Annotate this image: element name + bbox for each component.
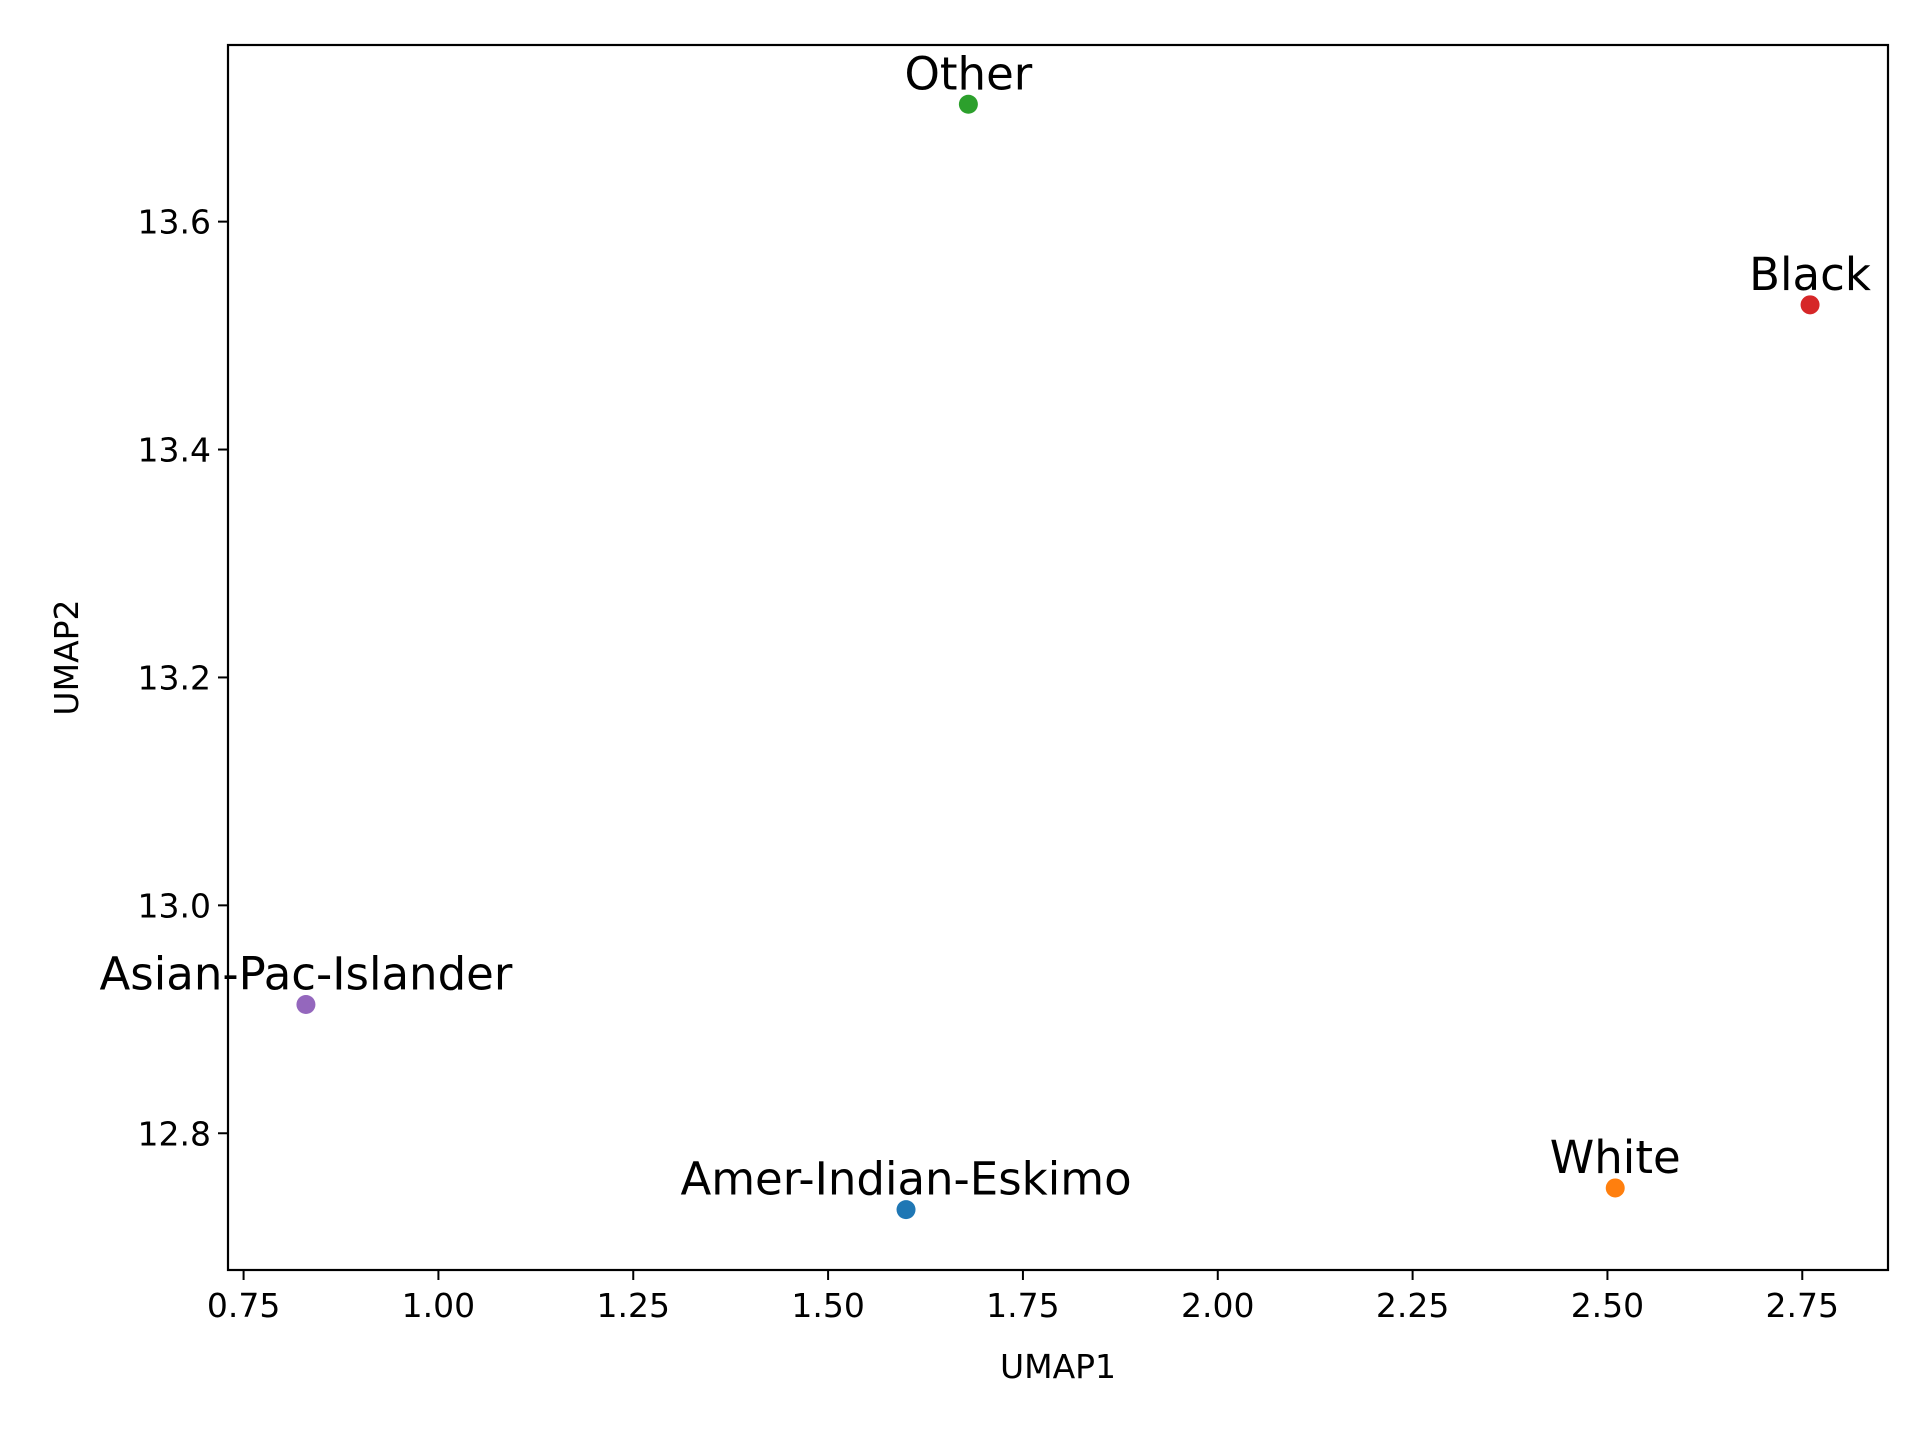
y-axis-title: UMAP2 bbox=[47, 599, 86, 715]
x-tick-label: 2.00 bbox=[1181, 1286, 1254, 1325]
point-label: White bbox=[1550, 1131, 1681, 1184]
data-point bbox=[1800, 295, 1820, 315]
x-tick-label: 0.75 bbox=[207, 1286, 280, 1325]
x-tick-label: 1.50 bbox=[791, 1286, 864, 1325]
x-axis-ticks: 0.75 1.00 1.25 1.50 1.75 2.00 2.25 2.50 2.75 bbox=[207, 1270, 1839, 1325]
y-axis-ticks: 12.8 13.0 13.2 13.4 13.6 bbox=[138, 203, 228, 1153]
x-tick-label: 2.50 bbox=[1571, 1286, 1644, 1325]
point-label: Other bbox=[904, 47, 1032, 100]
x-axis-title: UMAP1 bbox=[1000, 1347, 1116, 1386]
data-points bbox=[296, 94, 1820, 1220]
x-tick-label: 1.00 bbox=[402, 1286, 475, 1325]
y-tick-label: 13.6 bbox=[138, 203, 211, 242]
data-point bbox=[896, 1200, 916, 1220]
x-tick-label: 1.75 bbox=[986, 1286, 1059, 1325]
point-label: Amer-Indian-Eskimo bbox=[680, 1153, 1131, 1206]
x-tick-label: 1.25 bbox=[597, 1286, 670, 1325]
plot-frame bbox=[226, 43, 1890, 1272]
y-tick-label: 13.2 bbox=[138, 658, 211, 697]
y-tick-label: 13.0 bbox=[138, 886, 211, 925]
y-tick-label: 12.8 bbox=[138, 1114, 211, 1153]
point-labels: Amer-Indian-Eskimo White Other Black Asian-P… bbox=[100, 47, 1871, 1205]
data-point bbox=[296, 994, 316, 1014]
point-label: Asian-Pac-Islander bbox=[100, 947, 513, 1000]
data-point bbox=[1605, 1178, 1625, 1198]
x-tick-label: 2.25 bbox=[1376, 1286, 1449, 1325]
x-tick-label: 2.75 bbox=[1766, 1286, 1839, 1325]
point-label: Black bbox=[1749, 248, 1871, 301]
y-tick-label: 13.4 bbox=[138, 431, 211, 470]
data-point bbox=[958, 94, 978, 114]
